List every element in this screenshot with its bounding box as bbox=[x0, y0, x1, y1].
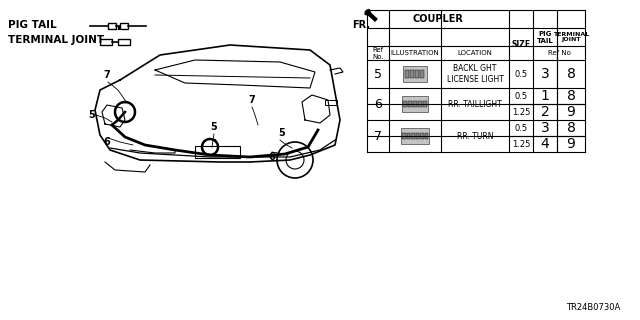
Text: COUPLER: COUPLER bbox=[413, 14, 463, 24]
Text: ILLUSTRATION: ILLUSTRATION bbox=[390, 50, 440, 56]
Text: FR.: FR. bbox=[352, 20, 370, 30]
Bar bbox=[401, 128, 429, 144]
Text: 1.25: 1.25 bbox=[512, 140, 530, 148]
Text: 6: 6 bbox=[268, 152, 275, 162]
Text: 6: 6 bbox=[103, 137, 109, 147]
Polygon shape bbox=[365, 10, 377, 21]
Bar bbox=[100, 39, 112, 45]
Text: 5: 5 bbox=[374, 68, 382, 81]
Text: 6: 6 bbox=[374, 98, 382, 110]
Text: 4: 4 bbox=[541, 137, 549, 151]
Bar bbox=[120, 23, 128, 29]
Text: 0.5: 0.5 bbox=[515, 124, 527, 132]
Text: 9: 9 bbox=[566, 105, 575, 119]
Text: 7: 7 bbox=[103, 70, 109, 80]
Text: 0.5: 0.5 bbox=[515, 69, 527, 78]
Bar bbox=[408, 101, 412, 107]
Bar bbox=[406, 133, 410, 139]
Bar bbox=[403, 66, 427, 82]
Text: 8: 8 bbox=[566, 67, 575, 81]
Text: SIZE: SIZE bbox=[511, 39, 531, 49]
Bar bbox=[403, 101, 407, 107]
Bar bbox=[418, 101, 422, 107]
Text: 5: 5 bbox=[210, 122, 217, 132]
Bar bbox=[195, 146, 240, 158]
Text: 7: 7 bbox=[374, 130, 382, 142]
Bar bbox=[410, 70, 414, 78]
Text: RR. TURN: RR. TURN bbox=[457, 132, 493, 140]
Bar bbox=[423, 101, 427, 107]
Bar bbox=[420, 133, 424, 139]
Bar bbox=[420, 70, 424, 78]
Text: LOCATION: LOCATION bbox=[458, 50, 492, 56]
Text: 7: 7 bbox=[248, 95, 255, 105]
Text: BACKL GHT
LICENSE LIGHT: BACKL GHT LICENSE LIGHT bbox=[447, 64, 504, 84]
Text: PIG
TAIL: PIG TAIL bbox=[536, 30, 554, 44]
Bar bbox=[411, 133, 415, 139]
Text: 2: 2 bbox=[541, 105, 549, 119]
Text: PIG TAIL: PIG TAIL bbox=[8, 20, 56, 30]
Text: 9: 9 bbox=[566, 137, 575, 151]
Bar bbox=[405, 70, 409, 78]
Text: RR. TAILLIGHT: RR. TAILLIGHT bbox=[448, 100, 502, 108]
Bar bbox=[424, 133, 428, 139]
Bar bbox=[118, 39, 130, 45]
Text: 5: 5 bbox=[278, 128, 285, 138]
Bar bbox=[402, 96, 428, 112]
Bar bbox=[413, 101, 417, 107]
Text: 1.25: 1.25 bbox=[512, 108, 530, 116]
Text: Ref No: Ref No bbox=[548, 50, 570, 56]
Bar bbox=[108, 23, 116, 29]
Bar bbox=[402, 133, 406, 139]
Text: 5: 5 bbox=[88, 110, 95, 120]
Text: 3: 3 bbox=[541, 121, 549, 135]
Bar bbox=[415, 133, 419, 139]
Text: 8: 8 bbox=[566, 89, 575, 103]
Text: 8: 8 bbox=[566, 121, 575, 135]
Text: 3: 3 bbox=[541, 67, 549, 81]
Text: Ref
No.: Ref No. bbox=[372, 46, 384, 60]
Text: 1: 1 bbox=[541, 89, 549, 103]
Text: 0.5: 0.5 bbox=[515, 92, 527, 100]
Text: TERMINAL JOINT: TERMINAL JOINT bbox=[8, 35, 104, 45]
Text: TERMINAL
JOINT: TERMINAL JOINT bbox=[553, 32, 589, 43]
Bar bbox=[325, 100, 337, 105]
Bar bbox=[415, 70, 419, 78]
Text: TR24B0730A: TR24B0730A bbox=[566, 303, 620, 312]
